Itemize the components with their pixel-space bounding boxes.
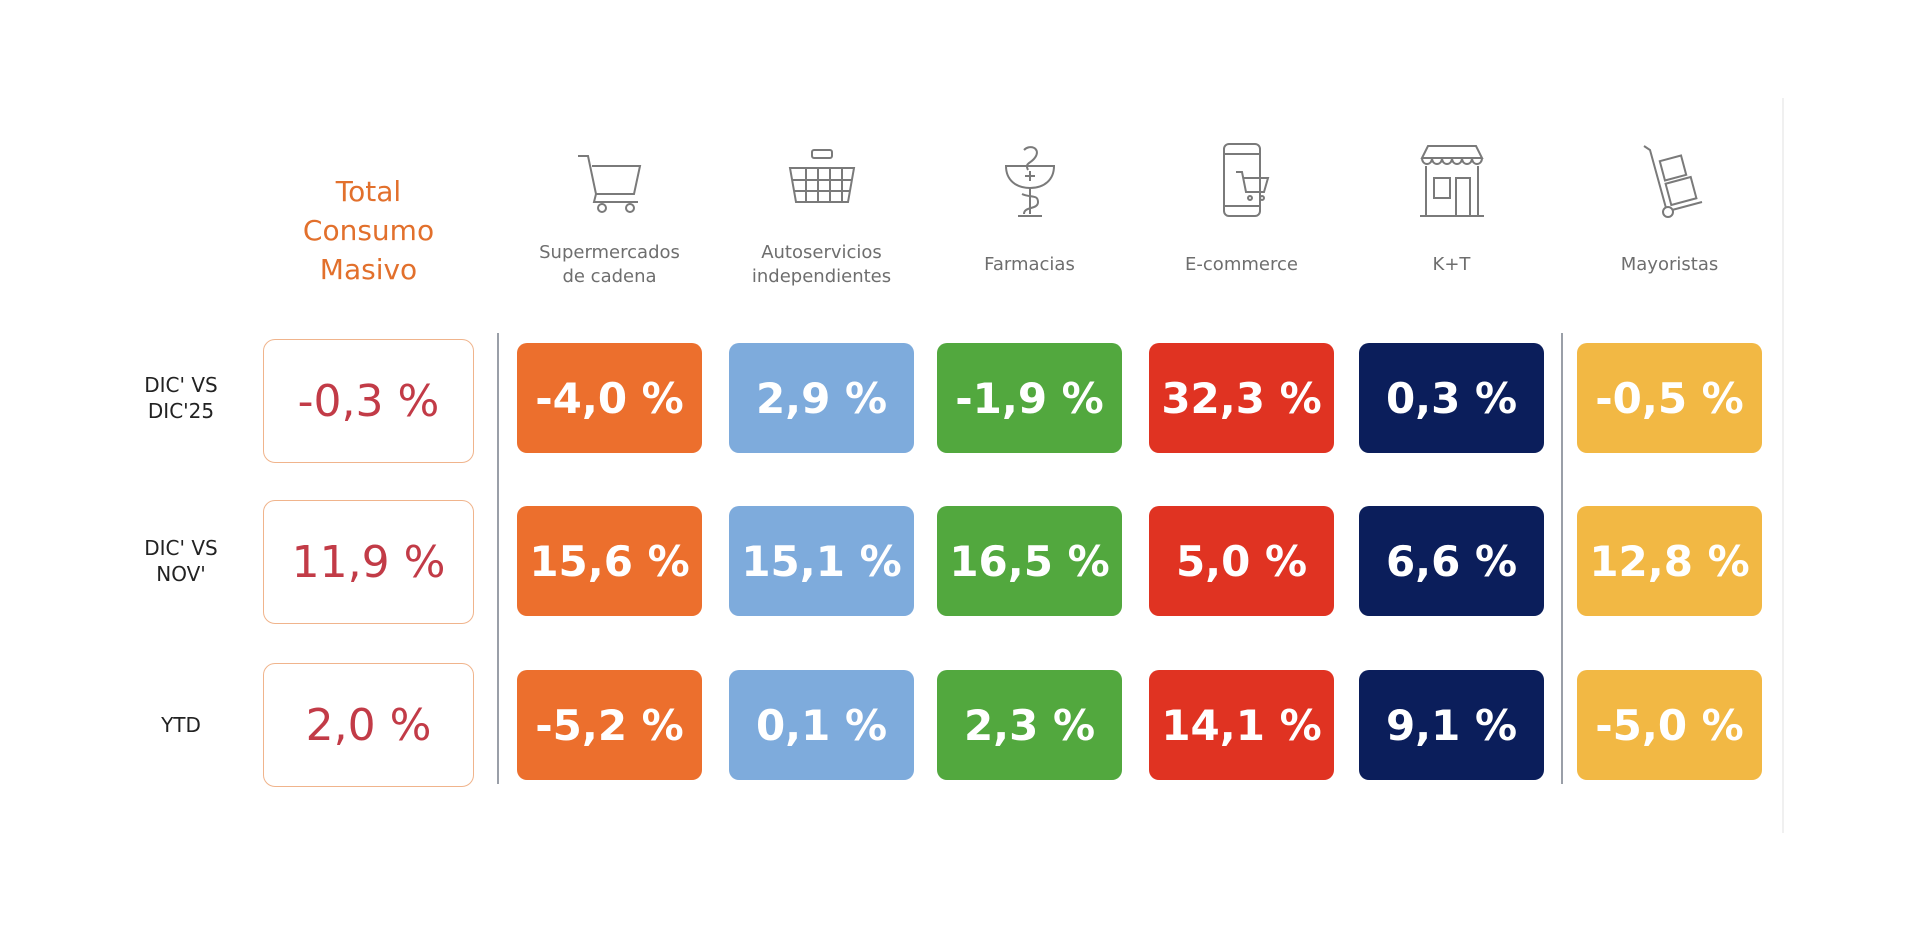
row-label: YTD: [161, 713, 201, 737]
title-line: Consumo: [302, 214, 435, 247]
total-value: 2,0 %: [263, 663, 474, 787]
value-cell: 0,1 %: [729, 670, 914, 780]
row-label: DIC' VS DIC'25: [144, 373, 218, 423]
value-cell: 15,1 %: [729, 506, 914, 616]
column-label: Mayoristas: [1620, 254, 1719, 275]
row-label: DIC' VS NOV': [144, 536, 218, 586]
value-cell: 15,6 %: [517, 506, 702, 616]
value-cell: 9,1 %: [1359, 670, 1544, 780]
mobile-cart-icon: [1149, 138, 1334, 222]
total-value: 11,9 %: [263, 500, 474, 624]
value-cell: 2,3 %: [937, 670, 1122, 780]
value-cell: -1,9 %: [937, 343, 1122, 453]
title-line: Masivo: [319, 253, 418, 286]
column-label: K+T: [1432, 254, 1471, 275]
shopping-cart-icon: [517, 138, 702, 222]
hand-truck-icon: [1577, 138, 1762, 222]
total-consumo-masivo-title: Total Consumo Masivo: [263, 172, 474, 289]
value-cell: -0,5 %: [1577, 343, 1762, 453]
value-cell: 0,3 %: [1359, 343, 1544, 453]
value-cell: 14,1 %: [1149, 670, 1334, 780]
basket-icon: [729, 138, 914, 222]
pharmacy-icon: [937, 138, 1122, 222]
value-cell: 32,3 %: [1149, 343, 1334, 453]
value-cell: -5,0 %: [1577, 670, 1762, 780]
value-cell: 12,8 %: [1577, 506, 1762, 616]
storefront-icon: [1359, 138, 1544, 222]
divider: [497, 333, 499, 784]
value-cell: 2,9 %: [729, 343, 914, 453]
column-label: E-commerce: [1185, 254, 1298, 275]
value-cell: -4,0 %: [517, 343, 702, 453]
column-label: Supermercados de cadena: [539, 242, 680, 287]
divider: [1782, 98, 1784, 833]
value-cell: 6,6 %: [1359, 506, 1544, 616]
title-line: Total: [335, 175, 402, 208]
total-value: -0,3 %: [263, 339, 474, 463]
column-label: Autoservicios independientes: [751, 242, 892, 287]
divider: [1561, 333, 1563, 784]
column-label: Farmacias: [984, 254, 1075, 275]
value-cell: 16,5 %: [937, 506, 1122, 616]
value-cell: 5,0 %: [1149, 506, 1334, 616]
value-cell: -5,2 %: [517, 670, 702, 780]
